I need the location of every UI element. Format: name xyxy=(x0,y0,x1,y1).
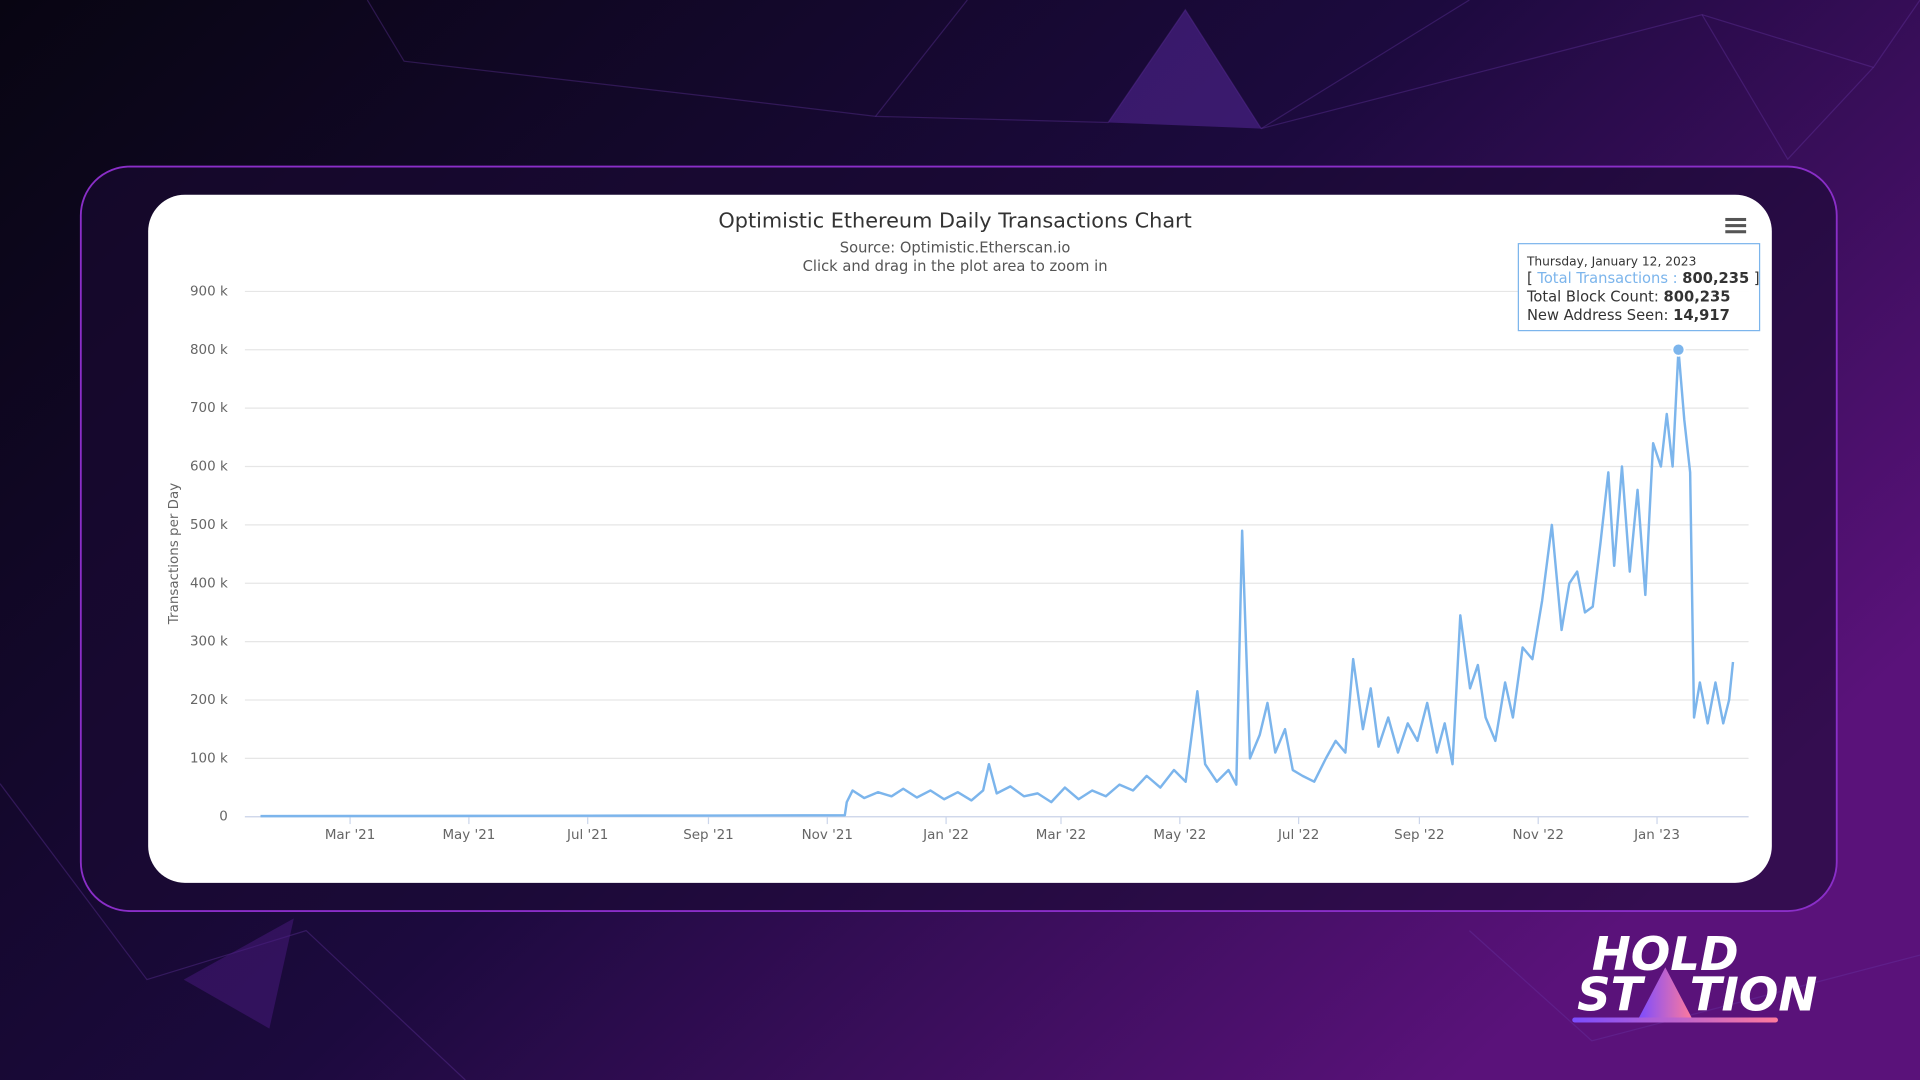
x-tick-label: May '21 xyxy=(442,828,495,843)
y-axis-label: Transactions per Day xyxy=(167,483,182,625)
chart-subtitle: Source: Optimistic.Etherscan.io xyxy=(840,240,1071,257)
tooltip-row: New Address Seen: 14,917 xyxy=(1527,307,1730,324)
x-tick-label: Mar '21 xyxy=(325,828,375,843)
x-tick-label: Jul '21 xyxy=(566,828,608,843)
x-tick-label: Nov '22 xyxy=(1513,828,1564,843)
y-tick-label: 100 k xyxy=(190,751,228,766)
x-tick-label: Jul '22 xyxy=(1277,828,1319,843)
tooltip-row: [ Total Transactions : 800,235 ] xyxy=(1527,270,1760,287)
plot-area: 0 100 k 200 k 300 k 400 k 500 k 600 k 700 k 800 … xyxy=(190,284,1749,843)
x-tick-label: Sep '22 xyxy=(1394,828,1444,843)
y-tick-label: 600 k xyxy=(190,460,228,475)
y-tick-label: 500 k xyxy=(190,518,228,533)
background-shape xyxy=(183,918,294,1029)
logo-text: ST xyxy=(1577,967,1646,1021)
x-tick-label: Mar '22 xyxy=(1036,828,1086,843)
tooltip-row: Total Block Count: 800,235 xyxy=(1526,289,1731,306)
chart-subtitle: Click and drag in the plot area to zoom … xyxy=(803,258,1108,275)
x-tick-label: Nov '21 xyxy=(802,828,853,843)
y-tick-label: 300 k xyxy=(190,635,228,650)
y-tick-label: 700 k xyxy=(190,401,228,416)
tooltip-box xyxy=(1517,243,1761,332)
hover-marker xyxy=(1671,342,1686,357)
x-tick-label: May '22 xyxy=(1153,828,1206,843)
y-tick-label: 800 k xyxy=(190,343,228,358)
background-shape xyxy=(1108,9,1262,129)
y-tick-label: 200 k xyxy=(190,693,228,708)
series-line xyxy=(260,348,1735,818)
menu-icon[interactable] xyxy=(1725,217,1747,234)
x-tick-label: Jan '22 xyxy=(922,828,969,843)
logo-underline xyxy=(1572,1017,1778,1023)
tooltip: Thursday, January 12, 2023 [ Total Trans… xyxy=(1517,243,1761,332)
logo-mark xyxy=(1638,967,1693,1019)
tooltip-date: Thursday, January 12, 2023 xyxy=(1526,255,1696,269)
logo: HOLD ST TION xyxy=(1572,927,1818,1023)
y-tick-label: 400 k xyxy=(190,576,228,591)
y-tick-label: 0 xyxy=(219,810,228,825)
chart-title: Optimistic Ethereum Daily Transactions C… xyxy=(718,209,1191,233)
y-tick-label: 900 k xyxy=(190,284,228,299)
x-tick-label: Sep '21 xyxy=(683,828,733,843)
logo-text: TION xyxy=(1690,967,1818,1021)
x-tick-label: Jan '23 xyxy=(1633,828,1680,843)
